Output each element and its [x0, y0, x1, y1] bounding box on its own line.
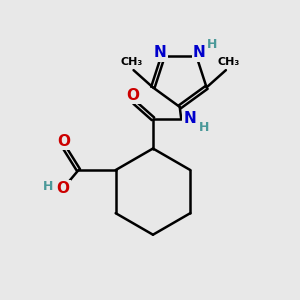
Text: CH₃: CH₃	[217, 57, 239, 68]
Text: O: O	[56, 181, 70, 196]
Text: H: H	[42, 180, 53, 193]
Text: N: N	[193, 45, 206, 60]
Text: H: H	[207, 38, 217, 51]
Text: N: N	[183, 111, 196, 126]
Text: CH₃: CH₃	[120, 57, 142, 68]
Text: H: H	[199, 121, 210, 134]
Text: O: O	[57, 134, 70, 149]
Text: O: O	[127, 88, 140, 103]
Text: N: N	[154, 45, 167, 60]
